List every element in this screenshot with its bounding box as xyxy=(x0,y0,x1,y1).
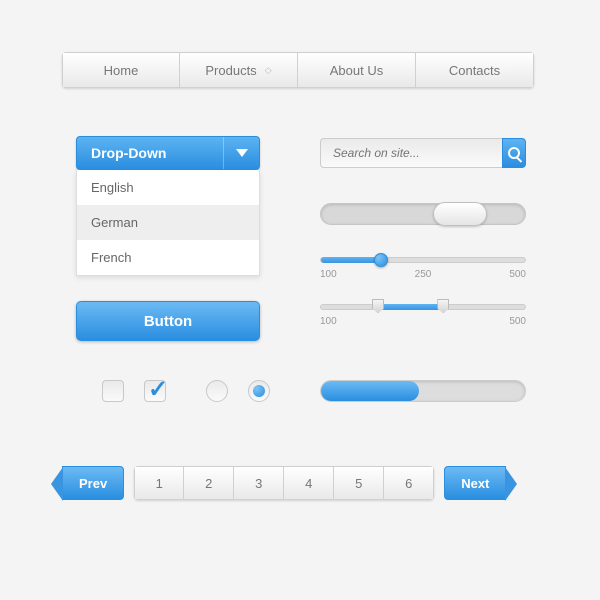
nav-about[interactable]: About Us xyxy=(298,52,416,88)
dropdown-item-french[interactable]: French xyxy=(77,240,259,275)
radio-group xyxy=(206,380,270,402)
dropdown-button[interactable]: Drop-Down xyxy=(76,136,260,170)
page-3[interactable]: 3 xyxy=(234,466,284,500)
search-button[interactable] xyxy=(502,138,526,168)
nav-home[interactable]: Home xyxy=(62,52,180,88)
checkbox-checked[interactable] xyxy=(144,380,166,402)
page-2[interactable]: 2 xyxy=(184,466,234,500)
nav-label: Home xyxy=(104,63,139,78)
range-fill xyxy=(378,304,443,310)
search-box xyxy=(320,138,526,168)
next-button[interactable]: Next xyxy=(444,466,506,500)
nav-contacts[interactable]: Contacts xyxy=(416,52,534,88)
radio-on[interactable] xyxy=(248,380,270,402)
nav-label: About Us xyxy=(330,63,383,78)
dropdown-item-english[interactable]: English xyxy=(77,170,259,205)
page-4[interactable]: 4 xyxy=(284,466,334,500)
slider-track[interactable] xyxy=(320,257,526,263)
page-1[interactable]: 1 xyxy=(134,466,184,500)
range-knob-from[interactable] xyxy=(372,299,384,313)
range-knob-to[interactable] xyxy=(437,299,449,313)
prev-button[interactable]: Prev xyxy=(62,466,124,500)
slider-min: 100 xyxy=(320,269,337,280)
slider-single: 100 250 500 xyxy=(320,257,526,280)
next-label: Next xyxy=(461,476,489,491)
progress-fill xyxy=(321,381,419,401)
primary-button[interactable]: Button xyxy=(76,301,260,341)
dropdown-list: English German French xyxy=(76,170,260,276)
slider-mid: 250 xyxy=(415,269,432,280)
dropdown: Drop-Down English German French xyxy=(76,136,260,276)
page-6[interactable]: 6 xyxy=(384,466,434,500)
range-track[interactable] xyxy=(320,304,526,310)
search-icon xyxy=(508,147,520,159)
dropdown-label: Drop-Down xyxy=(77,145,223,161)
search-input[interactable] xyxy=(320,138,502,168)
range-labels: 100 500 xyxy=(320,316,526,327)
dropdown-item-german[interactable]: German xyxy=(77,205,259,240)
nav-label: Products xyxy=(205,63,256,78)
checkbox-unchecked[interactable] xyxy=(102,380,124,402)
chevron-down-icon: ◇ xyxy=(265,65,272,76)
page-list: 1 2 3 4 5 6 xyxy=(134,466,434,500)
pagination: Prev 1 2 3 4 5 6 Next xyxy=(62,466,506,500)
slider-range: 100 500 xyxy=(320,304,526,327)
nav-label: Contacts xyxy=(449,63,500,78)
radio-off[interactable] xyxy=(206,380,228,402)
toggle-knob[interactable] xyxy=(433,202,487,226)
checkbox-group xyxy=(102,380,166,402)
range-max: 500 xyxy=(509,316,526,327)
slider-max: 500 xyxy=(509,269,526,280)
button-label: Button xyxy=(144,313,192,330)
slider-labels: 100 250 500 xyxy=(320,269,526,280)
prev-label: Prev xyxy=(79,476,107,491)
slider-fill xyxy=(321,257,378,263)
slider-knob[interactable] xyxy=(374,253,388,267)
toggle-switch[interactable] xyxy=(320,203,526,225)
dropdown-arrow-icon xyxy=(223,137,259,169)
page-5[interactable]: 5 xyxy=(334,466,384,500)
top-nav: Home Products ◇ About Us Contacts xyxy=(62,52,534,88)
progress-bar xyxy=(320,380,526,402)
nav-products[interactable]: Products ◇ xyxy=(180,52,298,88)
range-min: 100 xyxy=(320,316,337,327)
